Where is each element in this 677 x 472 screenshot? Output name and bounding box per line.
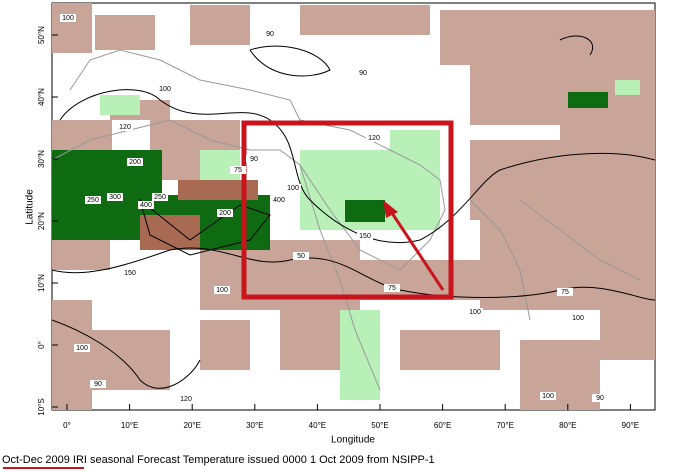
contour-label: 150 — [359, 233, 371, 240]
contour-label: 100 — [216, 287, 228, 294]
contour-label-bg — [127, 158, 143, 166]
contour-label: 90 — [266, 31, 274, 38]
contour-label-bg — [178, 395, 194, 403]
x-tick-label: 10°E — [121, 421, 138, 430]
contour-label: 50 — [297, 253, 305, 260]
y-tick-label: 0° — [37, 341, 46, 349]
contour-label: 90 — [250, 156, 258, 163]
y-axis-title: Latitude — [25, 189, 36, 225]
contour-label: 90 — [359, 70, 367, 77]
contour-label: 250 — [87, 197, 99, 204]
contour-label: 75 — [234, 167, 242, 174]
contour-label: 100 — [469, 309, 481, 316]
y-tick-label: 20°N — [37, 212, 46, 230]
x-tick-label: 40°E — [309, 421, 326, 430]
contour-label-bg — [157, 85, 173, 93]
shading — [52, 3, 655, 410]
y-tick-label: 40°N — [37, 88, 46, 106]
x-tick-label: 60°E — [434, 421, 451, 430]
contour-label-bg — [230, 166, 246, 174]
contour-label: 100 — [159, 86, 171, 93]
contour-label: 75 — [561, 289, 569, 296]
contour-label-bg — [117, 123, 133, 131]
contour-label: 100 — [287, 185, 299, 192]
contour-label-bg — [107, 193, 123, 201]
contour-label: 100 — [62, 15, 74, 22]
caption: Oct-Dec 2009 IRI seasonal Forecast Tempe… — [2, 454, 435, 466]
arrow-head — [383, 200, 398, 218]
x-tick-label: 20°E — [183, 421, 200, 430]
contour-label-bg — [592, 394, 608, 402]
contour-label: 100 — [542, 393, 554, 400]
contour-label: 120 — [180, 396, 192, 403]
contour-label-bg — [246, 155, 262, 163]
x-tick-label: 30°E — [246, 421, 263, 430]
y-tick-label: 10°N — [37, 274, 46, 292]
x-tick-label: 90°E — [622, 421, 639, 430]
y-tick-label: 50°N — [37, 26, 46, 44]
x-tick-label: 80°E — [559, 421, 576, 430]
contour-label-bg — [60, 14, 76, 22]
contour-label: 200 — [219, 210, 231, 217]
contour-label-bg — [384, 284, 400, 292]
contour-label-bg — [357, 232, 373, 240]
contour-label-bg — [355, 69, 371, 77]
contour-label-bg — [138, 201, 154, 209]
x-axis-title: Longitude — [331, 435, 375, 446]
contour-label: 120 — [368, 135, 380, 142]
contour-label: 120 — [119, 124, 131, 131]
labels: 0° 10°E 20°E 30°E 40°E 50°E 60°E 70°E 80°E 90°E 50… — [37, 14, 639, 430]
contour-label: 200 — [129, 159, 141, 166]
y-tick-label: 30°N — [37, 150, 46, 168]
x-tick-label: 70°E — [496, 421, 513, 430]
highlight-box — [241, 120, 454, 300]
contour-label: 90 — [94, 381, 102, 388]
contour-label: 400 — [273, 197, 285, 204]
contour-label-bg — [214, 286, 230, 294]
contour-label-bg — [366, 134, 382, 142]
contour-label: 90 — [596, 395, 604, 402]
contour-label: 250 — [154, 194, 166, 201]
contour-label-bg — [271, 196, 287, 204]
contour-label: 100 — [572, 315, 584, 322]
contour-label-bg — [293, 252, 309, 260]
contour-label-bg — [262, 30, 278, 38]
contour-label-bg — [152, 193, 168, 201]
contour-label-bg — [74, 344, 90, 352]
contour-label: 150 — [124, 270, 136, 277]
x-tick-label: 0° — [63, 421, 71, 430]
contour-label: 75 — [388, 285, 396, 292]
contour-label-bg — [90, 380, 106, 388]
contour-label-bg — [540, 392, 556, 400]
contour-label: 400 — [140, 202, 152, 209]
contour-label-bg — [285, 184, 301, 192]
y-tick-label: 10°S — [37, 398, 46, 415]
contour-label-bg — [570, 314, 586, 322]
contour-label: 300 — [109, 194, 121, 201]
contour-label: 100 — [76, 345, 88, 352]
contour-label-bg — [557, 288, 573, 296]
contour-label-bg — [217, 209, 233, 217]
contour-label-bg — [85, 196, 101, 204]
x-tick-label: 50°E — [371, 421, 388, 430]
arrow-shaft — [388, 209, 445, 291]
coastlines — [52, 49, 641, 391]
contour-label-bg — [122, 269, 138, 277]
contour-label-bg — [467, 308, 483, 316]
